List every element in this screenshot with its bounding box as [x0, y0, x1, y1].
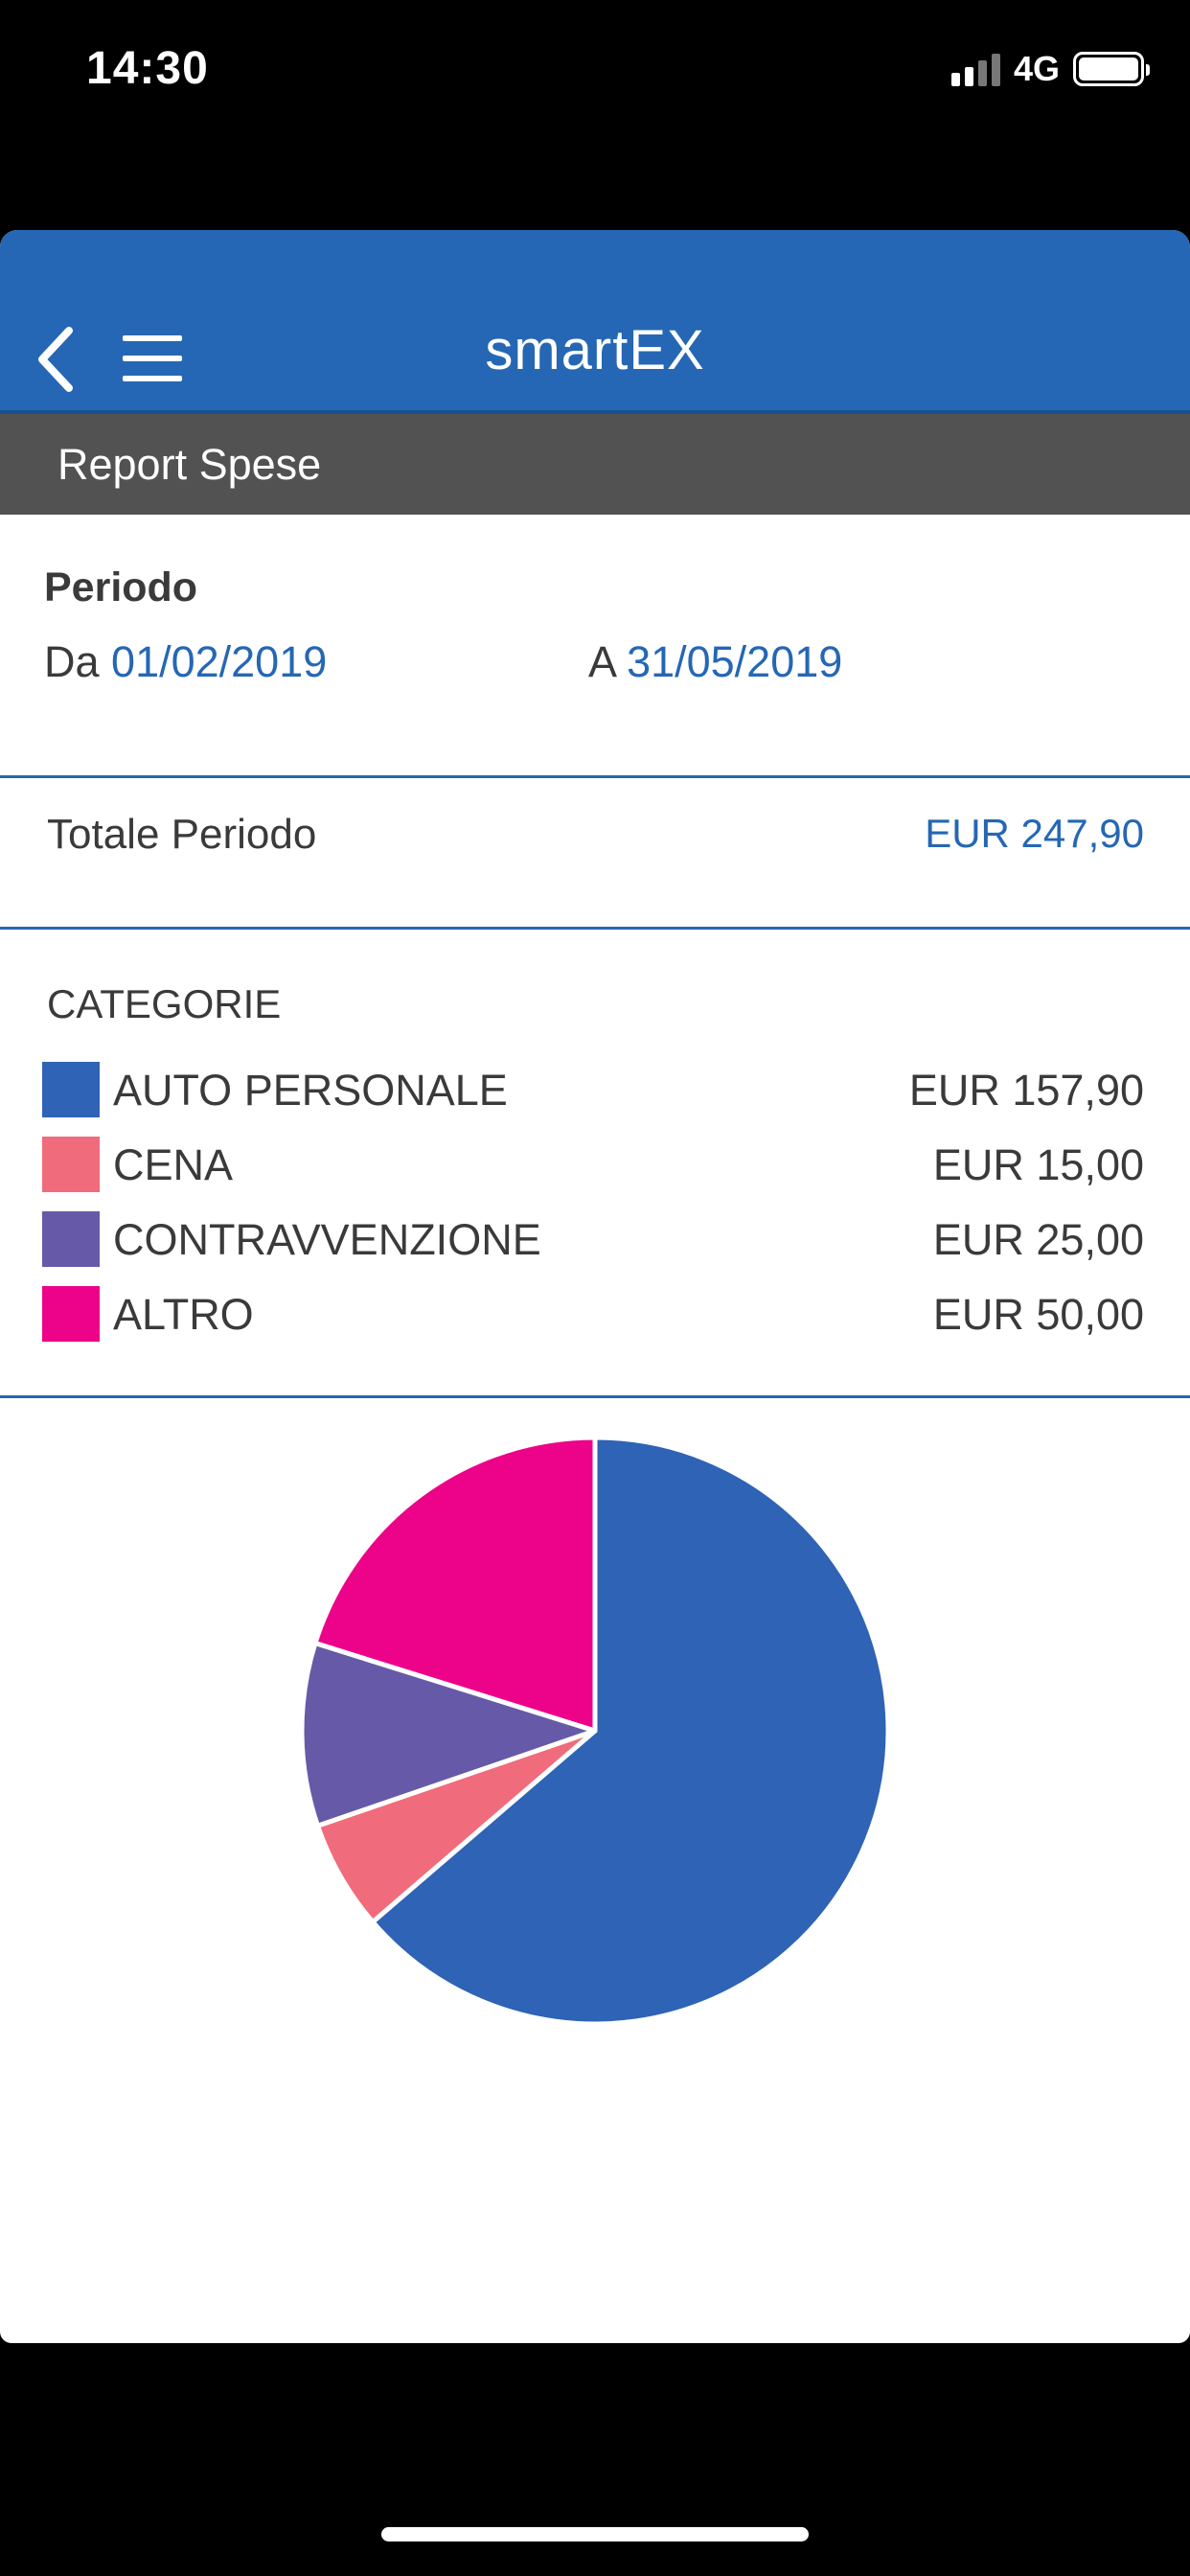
- category-swatch: [42, 1286, 100, 1342]
- brand-logo: smartEX: [485, 319, 705, 381]
- totale-label: Totale Periodo: [47, 811, 317, 858]
- status-bar: 14:30 4G: [0, 0, 1190, 144]
- periodo-section: Periodo Da 01/02/2019 A 31/05/2019: [0, 515, 1190, 720]
- status-time: 14:30: [86, 43, 209, 94]
- navbar: smartEX: [0, 230, 1190, 414]
- category-name: CENA: [113, 1140, 234, 1189]
- category-swatch: [42, 1211, 100, 1267]
- category-row: CENA EUR 15,00: [0, 1131, 1190, 1194]
- categorie-title: CATEGORIE: [47, 981, 282, 1026]
- date-from[interactable]: Da 01/02/2019: [44, 637, 327, 687]
- category-swatch: [42, 1062, 100, 1117]
- pie-chart-svg: [299, 1435, 891, 2027]
- page-title: Report Spese: [0, 414, 1190, 515]
- status-indicators: 4G: [950, 49, 1150, 88]
- divider: [0, 927, 1190, 930]
- menu-button[interactable]: [123, 335, 186, 385]
- category-amount: EUR 50,00: [932, 1290, 1144, 1339]
- network-label: 4G: [1013, 49, 1060, 88]
- totale-value: EUR 247,90: [925, 811, 1144, 856]
- category-row: CONTRAVVENZIONE EUR 25,00: [0, 1206, 1190, 1269]
- category-amount: EUR 15,00: [932, 1140, 1144, 1189]
- divider: [0, 775, 1190, 778]
- signal-icon: [950, 52, 1000, 86]
- date-to-label: A: [588, 637, 615, 686]
- date-to-value[interactable]: 31/05/2019: [627, 637, 843, 686]
- app-screen: smartEX Report Spese Periodo Da 01/02/20…: [0, 230, 1190, 2343]
- periodo-title: Periodo: [44, 564, 198, 610]
- category-amount: EUR 157,90: [908, 1066, 1144, 1115]
- divider: [0, 1395, 1190, 1398]
- pie-slice-altro[interactable]: [312, 1435, 598, 1734]
- category-name: AUTO PERSONALE: [113, 1066, 508, 1115]
- category-name: ALTRO: [113, 1290, 254, 1339]
- date-from-value[interactable]: 01/02/2019: [111, 637, 328, 686]
- battery-icon: [1073, 52, 1150, 86]
- pie-chart: [0, 1435, 1190, 2108]
- category-swatch: [42, 1137, 100, 1192]
- category-row: ALTRO EUR 50,00: [0, 1280, 1190, 1344]
- chevron-left-icon: [38, 327, 73, 392]
- navbar-divider: [0, 410, 1190, 414]
- date-to[interactable]: A 31/05/2019: [588, 637, 842, 687]
- category-name: CONTRAVVENZIONE: [113, 1215, 541, 1264]
- pie-slice-contravvenzione[interactable]: [299, 1641, 598, 1828]
- date-from-label: Da: [44, 637, 100, 686]
- category-row: AUTO PERSONALE EUR 157,90: [0, 1056, 1190, 1119]
- pie-slice-auto-personale[interactable]: [370, 1435, 891, 2027]
- hamburger-menu-icon: [123, 335, 186, 381]
- totale-row: Totale Periodo EUR 247,90: [0, 778, 1190, 874]
- category-amount: EUR 25,00: [932, 1215, 1144, 1264]
- back-button[interactable]: [29, 321, 86, 398]
- home-indicator[interactable]: [381, 2527, 809, 2542]
